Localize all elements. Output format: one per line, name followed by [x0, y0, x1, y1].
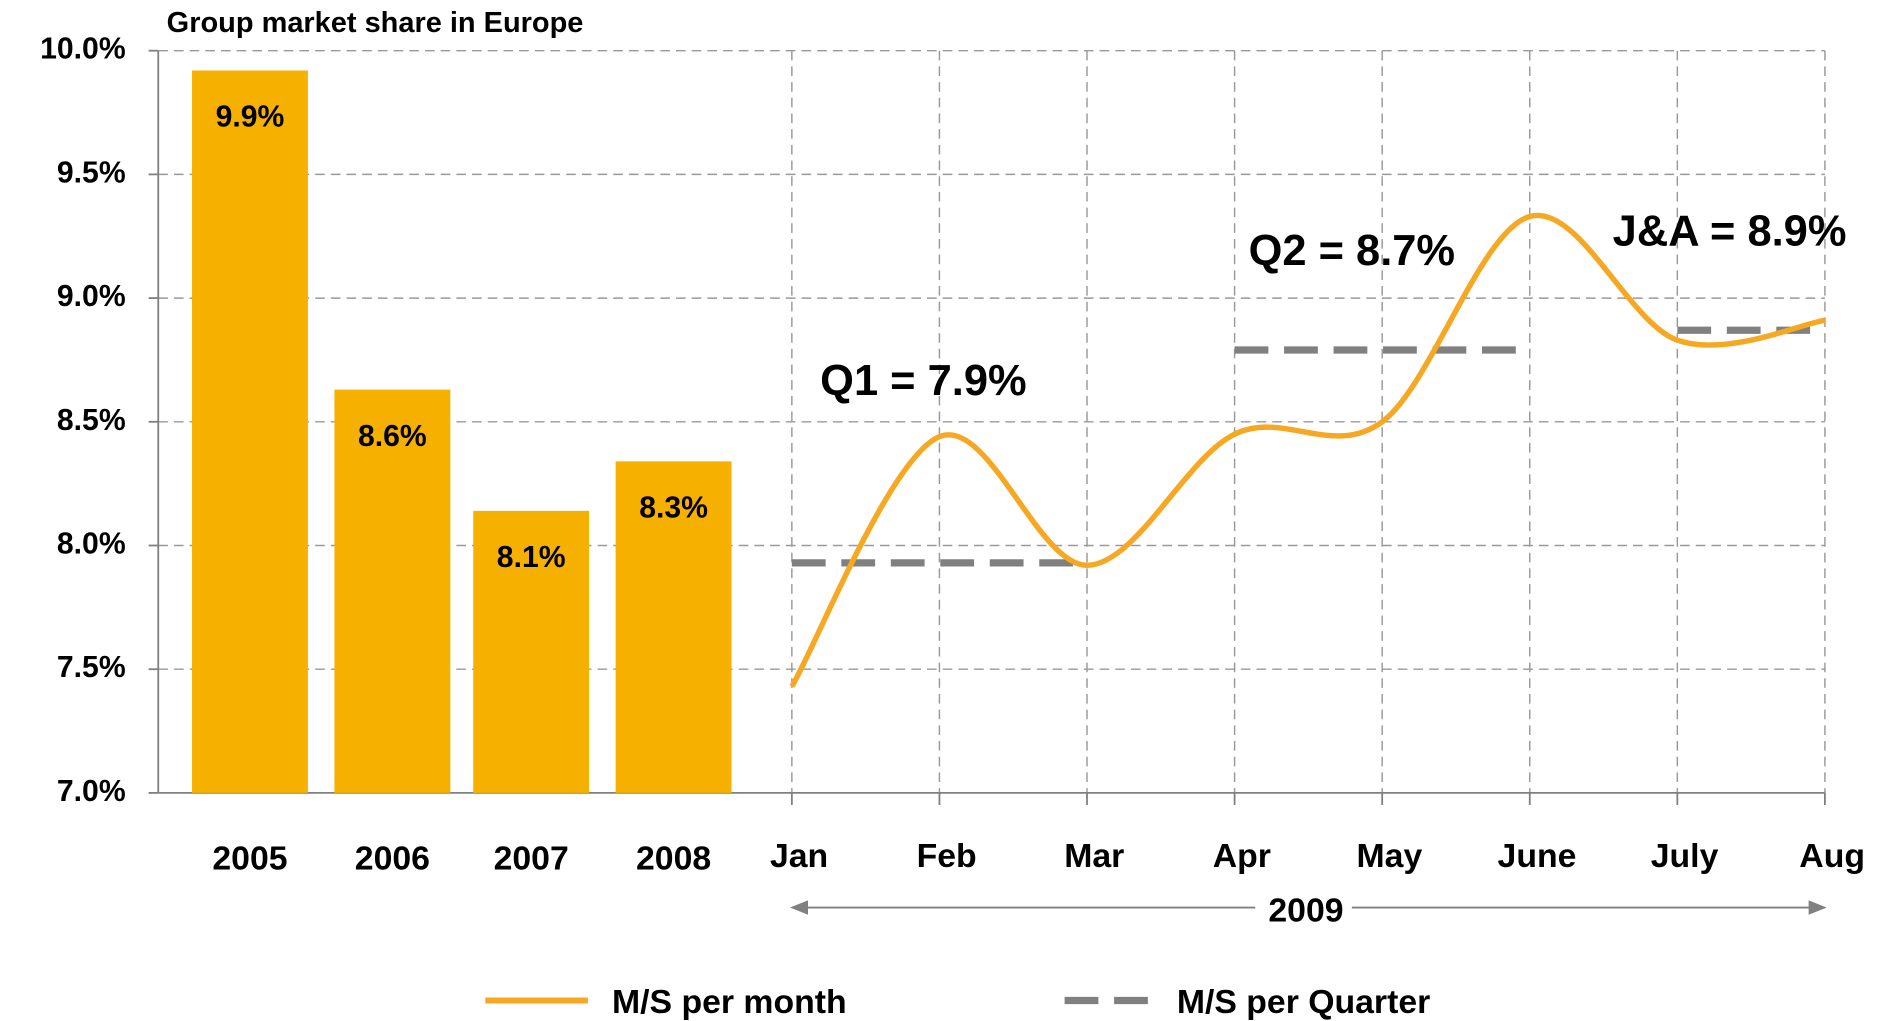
x-tick-label: 2006 [355, 839, 430, 877]
y-tick-label: 9.5% [57, 156, 126, 189]
chart-title: Group market share in Europe [167, 7, 584, 39]
quarter-label: Q2 = 8.7% [1249, 227, 1455, 275]
year-label-bg [1255, 888, 1352, 930]
bar [334, 389, 451, 793]
x-tick-label: 2007 [494, 839, 569, 877]
y-tick-label: 10.0% [40, 33, 126, 66]
bar [192, 70, 308, 793]
series-line [789, 212, 1826, 688]
y-tick-label: 8.5% [57, 404, 126, 437]
legend-label: M/S per Quarter [1177, 983, 1430, 1021]
bar [615, 461, 732, 793]
x-tick-label: 2005 [212, 839, 287, 877]
x-tick-label: Mar [1064, 837, 1124, 875]
x-tick-label: June [1498, 837, 1577, 875]
bar [473, 510, 590, 793]
x-tick-label: 2008 [636, 839, 711, 877]
bar-value-label: 9.9% [216, 101, 285, 134]
y-tick-label: 7.5% [57, 651, 126, 684]
x-tick-label: Apr [1213, 837, 1271, 875]
legend-label: M/S per month [612, 983, 847, 1021]
quarter-label: Q1 = 7.9% [820, 357, 1026, 405]
bar-value-label: 8.6% [358, 420, 427, 453]
y-tick-label: 7.0% [57, 775, 126, 808]
x-tick-label: May [1357, 837, 1423, 875]
x-tick-label: Jan [770, 837, 828, 875]
quarter-label: J&A = 8.9% [1613, 208, 1847, 256]
y-tick-label: 9.0% [57, 280, 126, 313]
y-tick-label: 8.0% [57, 527, 126, 560]
bar-value-label: 8.1% [497, 541, 566, 574]
x-axis-label: 2009 [1268, 891, 1343, 929]
x-tick-label: Feb [917, 837, 977, 875]
x-tick-label: Aug [1799, 837, 1865, 875]
x-tick-label: July [1651, 837, 1719, 875]
bar-value-label: 8.3% [639, 492, 708, 525]
